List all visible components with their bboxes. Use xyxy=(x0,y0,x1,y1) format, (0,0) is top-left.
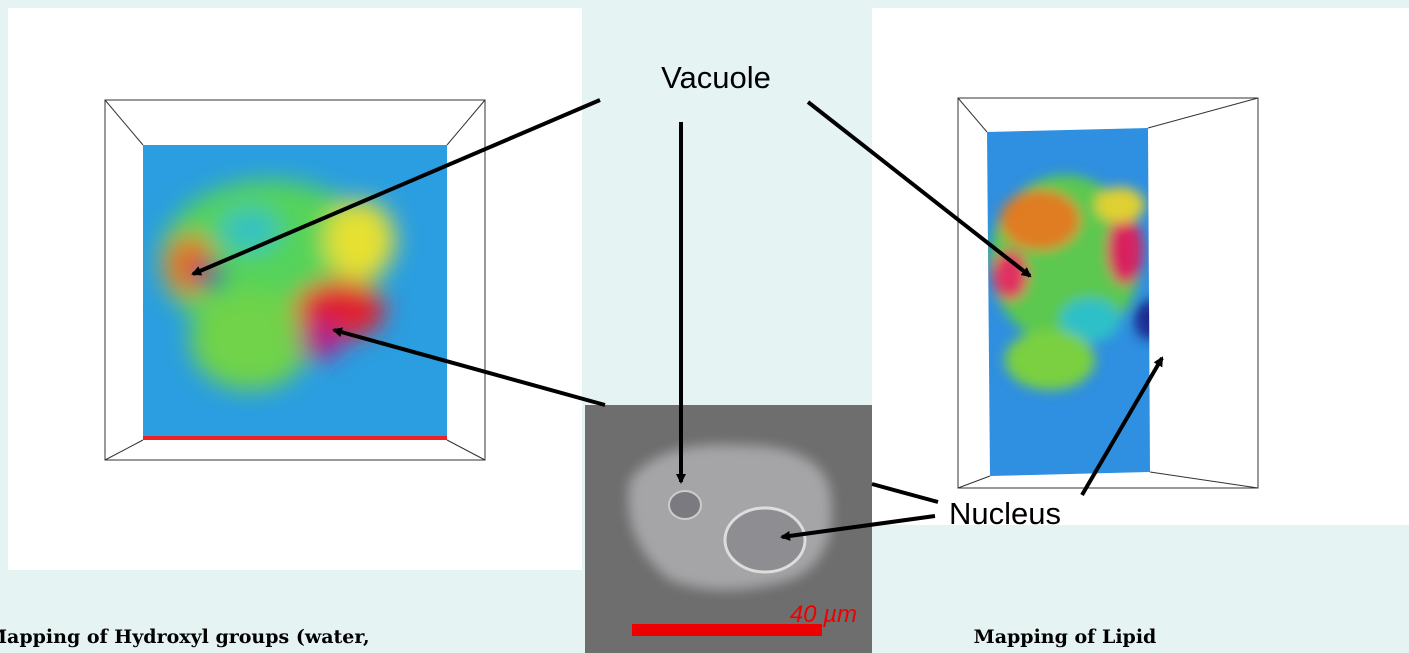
nucleus-label: Nucleus xyxy=(949,496,1061,531)
left-caption: Mapping of Hydroxyl groups (water, xyxy=(0,626,370,648)
scale-label: 40 µm xyxy=(790,601,857,628)
right-caption: Mapping of Lipid xyxy=(974,626,1157,648)
left-plot xyxy=(105,100,485,460)
vacuole-label: Vacuole xyxy=(661,60,771,95)
slide: 40 µm Vacuole Nucleus Mapping of Hydroxy… xyxy=(0,0,1409,653)
